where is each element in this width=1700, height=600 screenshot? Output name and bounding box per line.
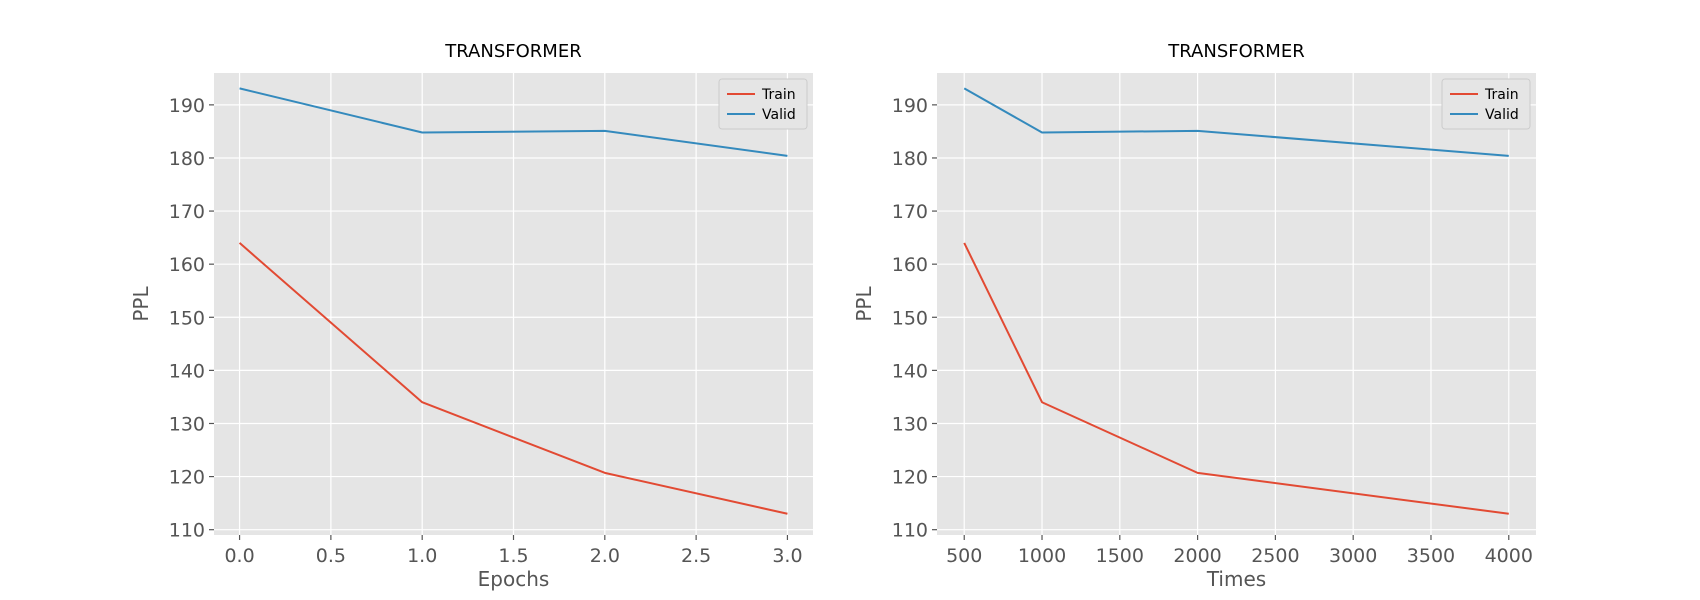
x-tick-label: 4000	[1485, 545, 1533, 567]
y-tick-label: 130	[169, 413, 205, 435]
y-tick-label: 190	[892, 95, 928, 117]
y-tick-label: 160	[169, 254, 205, 276]
chart-epochs: 0.0 0.5 1.0 1.5 2.0 2.5 3.0 110 120 130 140 150 160 1…	[129, 41, 813, 591]
x-tick-label: 3.0	[772, 545, 802, 567]
x-tick-label: 3500	[1407, 545, 1455, 567]
y-tick-label: 140	[892, 360, 928, 382]
legend-label-valid: Valid	[1485, 107, 1519, 123]
legend: Train Valid	[1441, 78, 1531, 130]
x-tick-label: 1.5	[498, 545, 528, 567]
y-tick-label: 150	[169, 307, 205, 329]
series-line-valid	[963, 87, 1509, 157]
x-tick-label: 1.0	[407, 545, 437, 567]
x-tick-label: 3000	[1329, 545, 1377, 567]
x-tick-label: 500	[946, 545, 982, 567]
plot-area	[937, 73, 1536, 535]
legend-box	[718, 78, 808, 130]
x-axis-label: Times	[1206, 567, 1266, 591]
x-tick-label: 0.0	[224, 545, 254, 567]
x-tick-label: 1500	[1096, 545, 1144, 567]
series-line-train	[238, 242, 788, 515]
x-tick-label: 2.5	[681, 545, 711, 567]
series-line-valid	[239, 87, 788, 157]
y-tick-label: 120	[892, 467, 928, 489]
y-tick-label: 110	[169, 520, 205, 542]
chart-title: TRANSFORMER	[1167, 41, 1304, 62]
x-tick-label: 2000	[1173, 545, 1221, 567]
x-axis-label: Epochs	[478, 567, 550, 591]
legend-label-train: Train	[1484, 87, 1519, 103]
legend-box	[1441, 78, 1531, 130]
x-tick-label: 2.0	[590, 545, 620, 567]
x-tick-label: 0.5	[316, 545, 346, 567]
y-tick-label: 120	[169, 467, 205, 489]
y-axis-label: PPL	[129, 286, 153, 322]
y-tick-label: 110	[892, 520, 928, 542]
legend: Train Valid	[718, 78, 808, 130]
y-tick-label: 130	[892, 413, 928, 435]
chart-title: TRANSFORMER	[444, 41, 581, 62]
x-tick-label: 1000	[1018, 545, 1066, 567]
y-axis-label: PPL	[852, 286, 876, 322]
y-tick-label: 170	[169, 201, 205, 223]
chart-times: 500 1000 1500 2000 2500 3000 3500 4000 110 120 130…	[852, 41, 1536, 591]
y-tick-label: 140	[169, 360, 205, 382]
y-tick-label: 170	[892, 201, 928, 223]
y-tick-label: 180	[892, 148, 928, 170]
y-tick-label: 150	[892, 307, 928, 329]
legend-label-train: Train	[761, 87, 796, 103]
y-tick-label: 160	[892, 254, 928, 276]
y-tick-label: 190	[169, 95, 205, 117]
x-tick-label: 2500	[1251, 545, 1299, 567]
series-line-train	[963, 242, 1509, 515]
y-tick-label: 180	[169, 148, 205, 170]
legend-label-valid: Valid	[762, 107, 796, 123]
